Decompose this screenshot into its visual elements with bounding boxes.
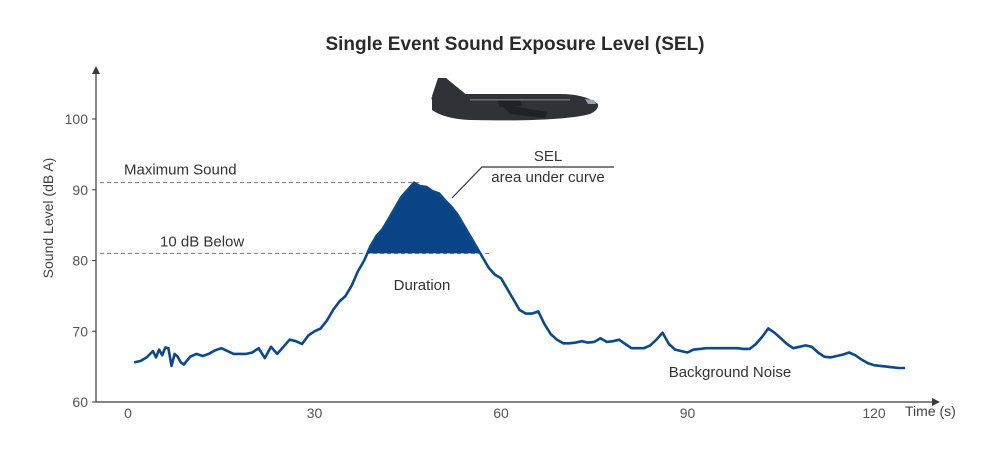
y-axis-label: Sound Level (dB A): [40, 158, 56, 279]
sel-label: SEL: [534, 148, 562, 165]
x-tick-label: 120: [862, 405, 886, 421]
x-tick-label: 30: [307, 405, 323, 421]
x-tick-label: 0: [124, 405, 132, 421]
x-tick-label: 90: [680, 405, 696, 421]
background-noise-label: Background Noise: [669, 364, 792, 381]
sel-area: [367, 182, 481, 254]
y-tick-label: 70: [72, 323, 88, 339]
duration-label: Duration: [394, 277, 451, 294]
x-axis-label: Time (s): [905, 403, 956, 419]
y-axis-arrow: [92, 66, 100, 74]
sound-level-line: [133, 181, 906, 370]
y-tick-label: 80: [72, 253, 88, 269]
sel-callout-line: [451, 166, 614, 199]
x-ticks: 0 30 60 90 120: [124, 405, 886, 421]
y-tick-label: 60: [72, 394, 88, 410]
ten-db-below-label: 10 dB Below: [160, 233, 244, 250]
x-axis-arrow: [932, 398, 940, 406]
x-tick-label: 60: [493, 405, 509, 421]
y-tick-label: 100: [65, 111, 89, 127]
chart-title: Single Event Sound Exposure Level (SEL): [325, 34, 704, 55]
y-tick-label: 90: [72, 182, 88, 198]
airplane-icon: [431, 78, 599, 121]
sel-sublabel: area under curve: [491, 169, 604, 186]
maximum-sound-label: Maximum Sound: [124, 162, 237, 179]
y-ticks: 60 70 80 90 100: [65, 111, 96, 410]
